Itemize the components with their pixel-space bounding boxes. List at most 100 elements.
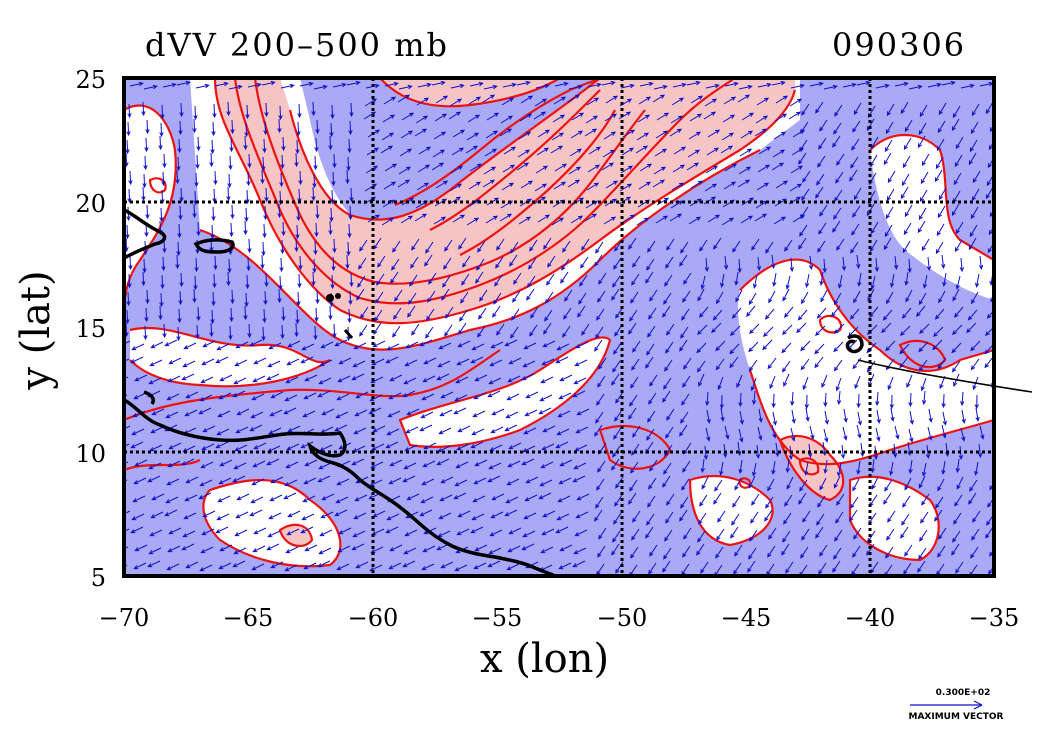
wind-vector [282,66,295,70]
wind-vector [504,424,518,432]
wind-vector [328,135,333,151]
wind-vector [159,292,164,308]
wind-vector [680,411,689,424]
wind-vector [730,526,739,539]
wind-vector [338,527,352,535]
wind-vector [244,207,249,223]
wind-vector [783,512,792,525]
wind-vector [128,170,133,186]
wind-vector [442,275,451,288]
wind-vector [772,411,777,426]
wind-vector [819,204,828,217]
wind-vector [638,96,652,105]
wind-vector [166,478,180,486]
wind-vector [701,476,709,490]
wind-vector [210,224,215,240]
wind-vector [595,241,604,254]
wind-vector [371,443,385,451]
wind-vector [229,307,234,323]
wind-vector [850,241,859,254]
wind-vector [714,479,723,492]
wind-vector [468,181,482,190]
wind-vector [731,513,740,526]
wind-vector [278,105,283,121]
wind-vector [345,254,350,270]
wind-vector [705,165,719,174]
wind-vector [279,257,284,273]
wind-vector [545,291,554,304]
wind-vector [666,323,675,336]
legend-arrow [910,700,983,710]
wind-vector [817,240,826,253]
wind-vector [698,373,705,387]
wind-vector [311,101,316,117]
wind-vector [318,377,332,385]
wind-vector [969,224,978,238]
wind-vector [475,271,484,284]
wind-vector [889,394,894,410]
wind-vector [699,239,708,252]
wind-vector [403,377,417,385]
wind-vector [520,95,534,104]
wind-vector [722,114,736,123]
wind-vector [698,512,707,525]
wind-vector [721,217,735,226]
wind-vector [576,408,590,416]
wind-vector [507,545,521,553]
wind-vector [131,513,145,521]
wind-vector [347,138,352,154]
wind-vector [425,326,434,339]
wind-vector [471,343,485,351]
wind-vector [932,326,944,338]
wind-vector [487,475,501,483]
wind-vector [968,152,977,166]
contour-lines [124,78,994,568]
wind-vector [771,80,786,86]
wind-vector [631,358,640,371]
wind-vector [557,495,571,503]
wind-vector [852,120,861,133]
wind-vector [882,309,893,321]
wind-vector [716,291,724,305]
wind-vector [235,341,249,349]
wind-vector [506,563,520,571]
wind-vector [315,67,328,71]
wind-vector [210,309,215,325]
wind-vector [508,527,522,535]
wind-vector [690,95,704,104]
wind-vector [211,121,216,137]
wind-vector [385,441,399,449]
wind-vector [246,171,251,187]
wind-vector [611,288,620,301]
wind-vector [790,165,804,174]
wind-vector [630,461,639,474]
wind-vector [331,256,336,272]
wind-vector [541,443,555,451]
wind-vector [503,146,517,155]
wind-vector [927,82,942,88]
wind-vector [513,272,522,285]
wind-vector [298,255,303,271]
wind-vector [936,223,945,237]
wind-vector [185,561,199,569]
wind-vector [473,392,487,400]
wind-vector [457,510,471,518]
wind-vector [230,289,235,305]
wind-vector [263,120,268,136]
wind-vector [505,496,519,504]
wind-vector [211,291,216,307]
wind-vector [176,241,181,257]
wind-vectors [124,66,994,576]
wind-vector [970,206,979,220]
wind-vector [800,358,810,371]
wind-vector [386,343,400,351]
wind-vector [630,291,639,304]
wind-vector [328,305,333,321]
wind-vector [875,83,890,89]
wind-vector [141,271,146,287]
wind-vector [199,394,213,402]
wind-vector [280,324,285,340]
wind-vector [785,561,794,574]
wind-vector [422,375,436,383]
wind-vector [835,377,842,392]
